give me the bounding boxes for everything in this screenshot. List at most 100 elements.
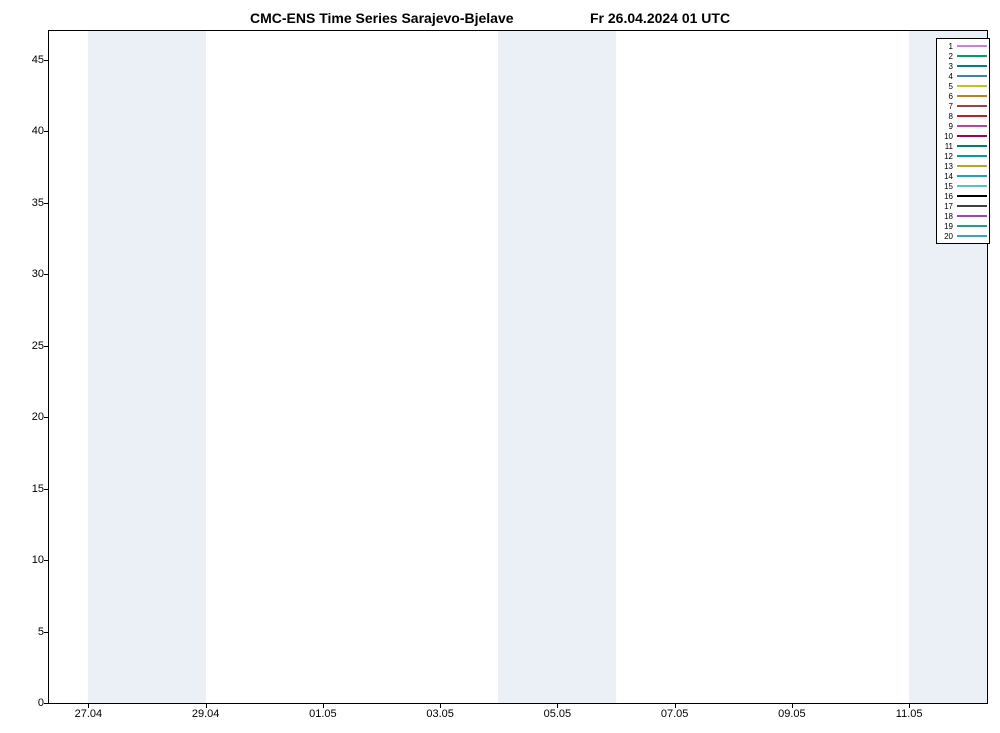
wind-timeseries-chart: CMC-ENS Time Series Sarajevo-Bjelave Fr … [0,0,1000,733]
legend-item: 12 [939,151,987,161]
legend-label: 9 [939,122,955,131]
legend-swatch [957,65,987,67]
legend-item: 20 [939,231,987,241]
x-tick-mark [909,703,910,708]
y-tick-label: 40 [32,125,44,137]
x-tick-label: 09.05 [778,708,806,720]
legend-swatch [957,125,987,127]
legend-label: 17 [939,202,955,211]
legend-label: 1 [939,42,955,51]
legend-label: 16 [939,192,955,201]
legend-swatch [957,85,987,87]
legend-label: 2 [939,52,955,61]
x-tick-label: 29.04 [192,708,220,720]
legend-label: 11 [939,142,955,151]
legend-box: 1234567891011121314151617181920 [936,38,990,244]
x-tick-mark [206,703,207,708]
x-tick-mark [323,703,324,708]
y-tick-mark [44,489,49,490]
y-tick-label: 45 [32,54,44,66]
legend-swatch [957,105,987,107]
legend-label: 10 [939,132,955,141]
y-tick-mark [44,274,49,275]
plot-area: 05101520253035404527.0429.0401.0503.0505… [48,30,988,704]
legend-swatch [957,235,987,237]
y-tick-mark [44,131,49,132]
legend-swatch [957,155,987,157]
legend-item: 19 [939,221,987,231]
legend-label: 4 [939,72,955,81]
y-tick-label: 35 [32,197,44,209]
legend-swatch [957,95,987,97]
legend-item: 9 [939,121,987,131]
legend-label: 3 [939,62,955,71]
y-tick-mark [44,703,49,704]
legend-label: 20 [939,232,955,241]
legend-item: 10 [939,131,987,141]
y-tick-mark [44,417,49,418]
y-tick-mark [44,346,49,347]
legend-label: 19 [939,222,955,231]
legend-label: 12 [939,152,955,161]
y-tick-mark [44,60,49,61]
x-tick-label: 01.05 [309,708,337,720]
legend-item: 16 [939,191,987,201]
legend-swatch [957,165,987,167]
legend-swatch [957,175,987,177]
legend-label: 14 [939,172,955,181]
legend-swatch [957,195,987,197]
legend-label: 13 [939,162,955,171]
chart-title-right: Fr 26.04.2024 01 UTC [590,10,730,26]
y-tick-label: 15 [32,483,44,495]
y-tick-mark [44,560,49,561]
legend-swatch [957,115,987,117]
x-tick-label: 11.05 [896,708,923,720]
legend-swatch [957,185,987,187]
legend-item: 5 [939,81,987,91]
legend-label: 6 [939,92,955,101]
y-tick-label: 30 [32,268,44,280]
legend-item: 15 [939,181,987,191]
x-tick-label: 07.05 [661,708,689,720]
legend-item: 3 [939,61,987,71]
legend-label: 18 [939,212,955,221]
y-tick-label: 25 [32,340,44,352]
legend-swatch [957,225,987,227]
legend-swatch [957,135,987,137]
legend-item: 4 [939,71,987,81]
x-tick-mark [440,703,441,708]
legend-swatch [957,55,987,57]
legend-item: 18 [939,211,987,221]
x-tick-label: 05.05 [544,708,572,720]
legend-swatch [957,215,987,217]
x-tick-label: 03.05 [426,708,454,720]
x-tick-mark [792,703,793,708]
x-tick-mark [88,703,89,708]
legend-swatch [957,205,987,207]
legend-item: 17 [939,201,987,211]
chart-title-left: CMC-ENS Time Series Sarajevo-Bjelave [250,10,514,26]
y-tick-mark [44,203,49,204]
legend-item: 1 [939,41,987,51]
legend-item: 2 [939,51,987,61]
legend-label: 7 [939,102,955,111]
legend-label: 8 [939,112,955,121]
y-tick-label: 10 [32,554,44,566]
legend-item: 11 [939,141,987,151]
legend-item: 14 [939,171,987,181]
shaded-band [88,31,205,703]
legend-item: 7 [939,101,987,111]
shaded-band [498,31,615,703]
legend-swatch [957,75,987,77]
x-tick-mark [557,703,558,708]
legend-item: 13 [939,161,987,171]
legend-label: 15 [939,182,955,191]
x-tick-label: 27.04 [75,708,103,720]
legend-item: 6 [939,91,987,101]
x-tick-mark [675,703,676,708]
y-tick-label: 20 [32,411,44,423]
y-tick-mark [44,632,49,633]
legend-item: 8 [939,111,987,121]
legend-label: 5 [939,82,955,91]
legend-swatch [957,45,987,47]
